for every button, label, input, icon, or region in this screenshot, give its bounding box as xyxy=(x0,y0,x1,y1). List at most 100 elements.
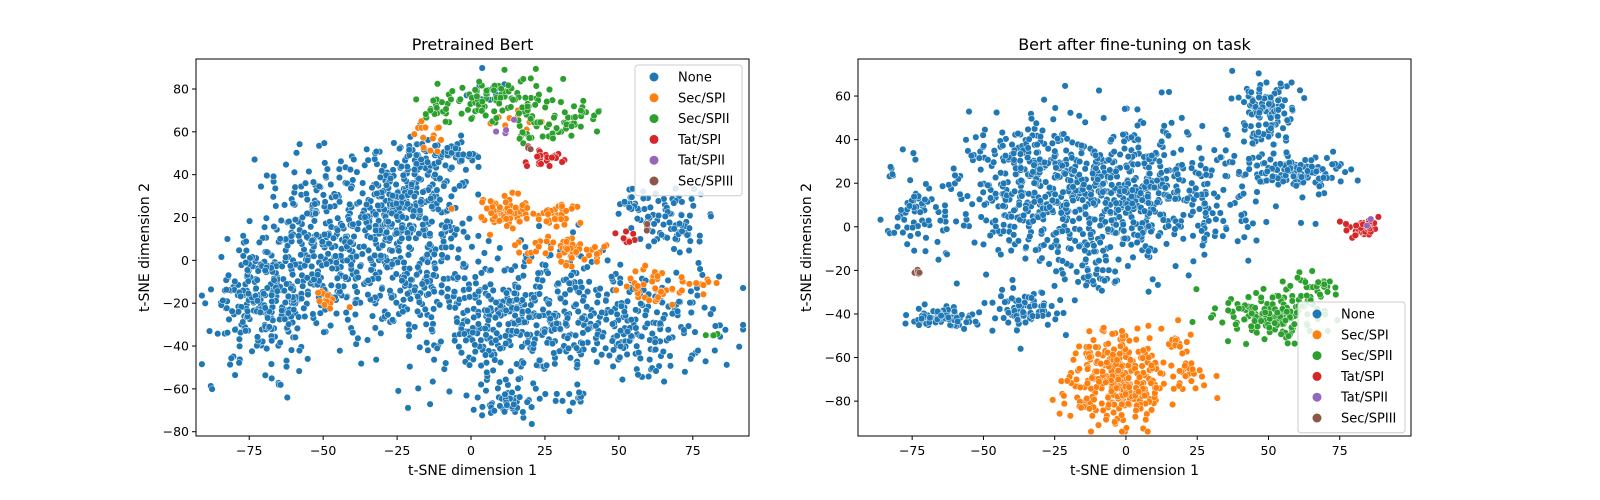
data-point xyxy=(1136,373,1144,381)
data-point xyxy=(405,234,413,242)
data-point xyxy=(405,243,413,251)
data-point xyxy=(289,200,297,208)
data-point xyxy=(1153,198,1161,206)
data-point xyxy=(321,198,329,206)
data-point xyxy=(1133,238,1141,247)
data-point xyxy=(1038,126,1047,135)
data-point xyxy=(1249,219,1257,227)
data-point xyxy=(1074,278,1082,286)
data-point xyxy=(1044,321,1052,329)
series-sec-spi xyxy=(1049,316,1221,436)
data-point xyxy=(318,238,326,246)
data-point xyxy=(1303,292,1311,300)
data-point xyxy=(1238,182,1246,190)
data-point xyxy=(426,240,434,248)
data-point xyxy=(1134,143,1142,152)
data-point xyxy=(687,308,695,317)
data-point xyxy=(310,252,318,260)
data-point xyxy=(494,254,502,262)
data-point xyxy=(1121,234,1129,243)
data-point xyxy=(1062,331,1070,339)
data-point xyxy=(421,305,429,313)
data-point xyxy=(1144,428,1152,436)
data-point xyxy=(657,231,666,239)
data-point xyxy=(584,325,592,333)
data-point xyxy=(207,285,215,293)
data-point xyxy=(1036,197,1044,205)
data-point xyxy=(478,198,486,206)
data-point xyxy=(542,249,550,257)
data-point xyxy=(678,286,686,295)
data-point xyxy=(1046,203,1054,211)
data-point xyxy=(1040,158,1049,166)
scatter-points xyxy=(876,67,1382,436)
data-point xyxy=(1042,178,1050,186)
data-point xyxy=(623,297,632,305)
data-point xyxy=(965,108,973,116)
data-point xyxy=(1096,222,1104,230)
data-point xyxy=(379,241,387,249)
data-point xyxy=(503,401,511,409)
data-point xyxy=(556,325,564,333)
data-point xyxy=(1039,301,1048,310)
data-point xyxy=(627,316,635,324)
data-point xyxy=(217,253,225,261)
data-point xyxy=(440,365,448,373)
data-point xyxy=(1255,93,1263,101)
data-point xyxy=(990,147,998,155)
data-point xyxy=(441,223,450,231)
data-point xyxy=(1226,201,1234,209)
data-point xyxy=(654,272,662,280)
data-point xyxy=(1255,153,1263,161)
data-point xyxy=(1118,428,1126,436)
data-point xyxy=(1081,118,1089,126)
data-point xyxy=(1178,161,1186,169)
data-point xyxy=(1141,392,1149,400)
data-point xyxy=(1048,196,1056,204)
data-point xyxy=(1082,210,1090,218)
data-point xyxy=(1089,169,1097,178)
data-point xyxy=(496,345,504,353)
data-point xyxy=(374,274,382,283)
data-point xyxy=(470,406,478,414)
data-point xyxy=(1085,405,1094,413)
data-point xyxy=(237,292,245,300)
x-tick-label: −75 xyxy=(236,443,262,458)
data-point xyxy=(424,258,432,266)
data-point xyxy=(1198,373,1206,381)
data-point xyxy=(1273,113,1282,121)
y-axis-label: t-SNE dimension 2 xyxy=(137,183,153,312)
data-point xyxy=(440,182,448,190)
data-point xyxy=(307,223,315,231)
data-point xyxy=(408,225,416,233)
data-point xyxy=(367,266,375,274)
data-point xyxy=(474,163,483,171)
data-point xyxy=(1010,223,1018,231)
data-point xyxy=(992,222,1000,231)
data-point xyxy=(1007,247,1015,255)
data-point xyxy=(287,346,296,354)
data-point xyxy=(426,230,434,238)
data-point xyxy=(1146,170,1154,178)
data-point xyxy=(416,343,424,351)
y-tick-label: 60 xyxy=(835,89,851,104)
data-point xyxy=(428,325,436,334)
data-point xyxy=(1139,346,1147,354)
data-point xyxy=(1052,237,1060,245)
data-point xyxy=(502,126,510,134)
data-point xyxy=(469,328,477,337)
data-point xyxy=(460,330,468,338)
data-point xyxy=(444,285,452,293)
data-point xyxy=(661,212,669,220)
data-point xyxy=(628,193,636,201)
x-tick-label: 50 xyxy=(1261,443,1277,458)
data-point xyxy=(314,289,322,297)
data-point xyxy=(953,279,961,288)
data-point xyxy=(372,226,380,234)
data-point xyxy=(289,271,297,279)
data-point xyxy=(1213,372,1221,380)
data-point xyxy=(664,276,672,284)
data-point xyxy=(537,160,545,168)
data-point xyxy=(1213,202,1221,210)
data-point xyxy=(688,195,696,203)
